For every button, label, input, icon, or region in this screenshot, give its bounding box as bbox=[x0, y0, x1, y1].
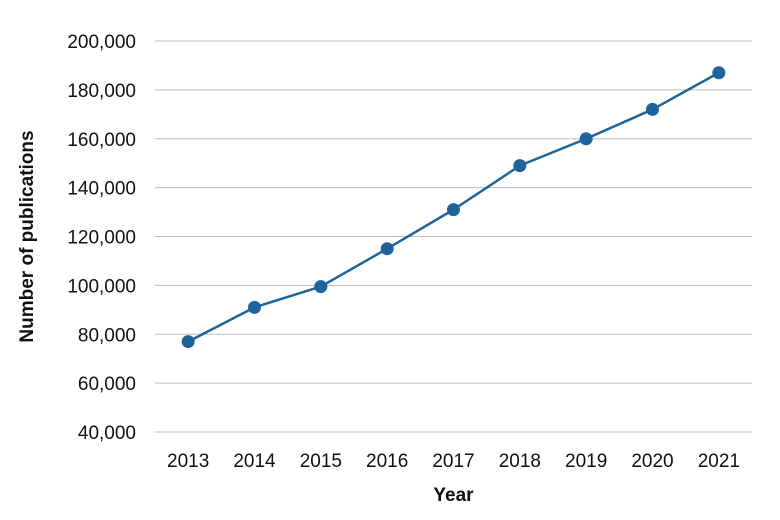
data-point-2016 bbox=[380, 242, 394, 256]
x-tick-label: 2021 bbox=[698, 451, 740, 472]
y-axis-title: Number of publications bbox=[17, 130, 38, 342]
data-point-2021 bbox=[712, 66, 726, 80]
data-point-2020 bbox=[646, 102, 659, 116]
data-points bbox=[181, 66, 726, 349]
data-point-2014 bbox=[248, 300, 261, 314]
data-point-2018 bbox=[513, 159, 527, 173]
x-tick-label: 2020 bbox=[631, 451, 673, 472]
y-tick-label: 200,000 bbox=[67, 32, 136, 53]
y-tick-label: 100,000 bbox=[67, 276, 136, 297]
data-point-2019 bbox=[579, 132, 593, 146]
y-tick-label: 120,000 bbox=[67, 228, 136, 249]
x-tick-label: 2016 bbox=[366, 451, 408, 472]
x-tick-labels: 2013 2014 2015 2016 2017 2018 2019 2020 2021 bbox=[167, 451, 740, 472]
y-tick-label: 180,000 bbox=[67, 81, 136, 102]
x-tick-label: 2014 bbox=[233, 451, 276, 472]
x-tick-label: 2018 bbox=[499, 451, 541, 472]
y-tick-label: 60,000 bbox=[78, 374, 136, 395]
x-axis-title: Year bbox=[433, 485, 474, 506]
data-point-2015 bbox=[314, 280, 328, 294]
y-tick-label: 80,000 bbox=[78, 325, 136, 346]
x-tick-label: 2013 bbox=[167, 451, 209, 472]
y-tick-labels: 40,000 60,000 80,000 100,000 120,000 140,000 1… bbox=[67, 32, 136, 444]
y-tick-label: 140,000 bbox=[67, 179, 136, 200]
x-tick-label: 2017 bbox=[432, 451, 474, 472]
y-tick-label: 160,000 bbox=[67, 130, 136, 151]
data-point-2017 bbox=[447, 203, 460, 217]
gridlines bbox=[155, 40, 752, 433]
data-point-2013 bbox=[181, 335, 195, 349]
x-tick-label: 2015 bbox=[300, 451, 342, 472]
x-tick-label: 2019 bbox=[565, 451, 607, 472]
y-tick-label: 40,000 bbox=[78, 423, 136, 444]
